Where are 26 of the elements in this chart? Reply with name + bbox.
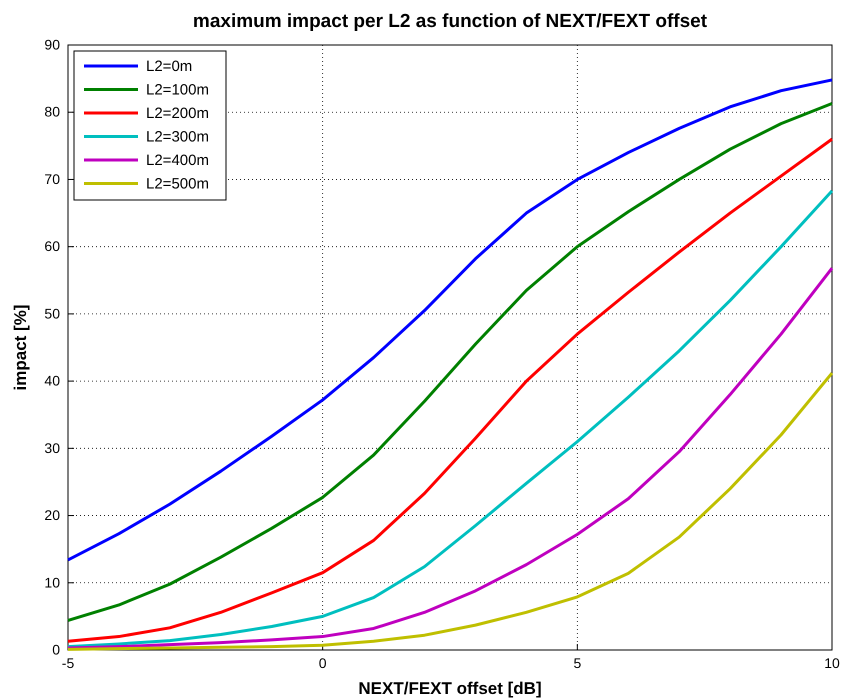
- y-tick-label: 70: [44, 170, 60, 187]
- line-series: [66, 266, 834, 650]
- legend-label: L2=300m: [146, 128, 209, 146]
- legend-label: L2=400m: [146, 152, 209, 169]
- y-tick-label: 30: [44, 440, 60, 456]
- legend-label: L2=200m: [146, 105, 209, 122]
- x-tick-label: 0: [318, 654, 327, 671]
- x-tick-label: -5: [62, 654, 74, 671]
- line-series: [66, 78, 834, 562]
- line-series: [66, 372, 834, 651]
- y-tick-label: 0: [52, 641, 60, 658]
- y-tick-label: 60: [44, 238, 60, 254]
- chart-title: maximum impact per L2 as function of NEXT/FEXT offset: [192, 11, 708, 32]
- legend-label: L2=500m: [146, 176, 209, 192]
- y-axis-title: impact [%]: [11, 304, 30, 390]
- legend-label: L2=0m: [146, 58, 192, 75]
- y-tick-label: 10: [44, 574, 60, 590]
- y-tick-label: 20: [44, 507, 60, 524]
- legend-label: L2=100m: [146, 82, 209, 98]
- x-tick-label: 10: [824, 654, 840, 671]
- x-tick-label: 5: [573, 654, 582, 671]
- y-tick-label: 90: [44, 36, 60, 52]
- y-tick-label: 80: [44, 104, 60, 120]
- y-tick-label: 50: [44, 305, 60, 322]
- y-tick-label: 40: [44, 372, 60, 389]
- x-axis-title: NEXT/FEXT offset [dB]: [358, 679, 542, 698]
